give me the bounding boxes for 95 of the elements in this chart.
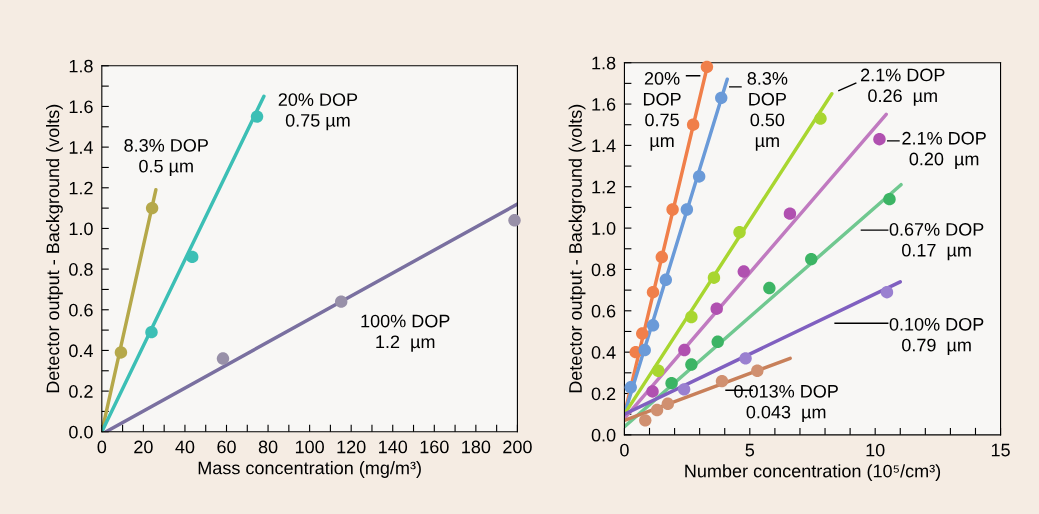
series-label: 8.3% DOP 0.50 µm: [747, 72, 788, 151]
point: [646, 385, 659, 398]
x-tick-label: 10: [866, 443, 885, 457]
point: [763, 281, 776, 295]
y-tick-label: 1.8: [592, 56, 616, 70]
y-tick-label: 1.4: [69, 141, 93, 154]
point: [186, 250, 199, 264]
point: [707, 271, 721, 284]
point: [678, 343, 691, 357]
series-label: 100% DOP 1.2 µm: [361, 314, 450, 352]
y-tick-label: 0.0: [591, 428, 616, 442]
x-tick-label: 100: [295, 440, 324, 454]
series-label: 0.67% DOP 0.17 µm: [889, 223, 984, 261]
point: [685, 358, 698, 371]
point: [646, 319, 660, 332]
y-tick-label: 0.2: [591, 387, 616, 401]
point: [880, 285, 894, 299]
point: [677, 383, 691, 396]
point: [700, 60, 714, 74]
point: [783, 207, 797, 220]
x-tick-label: 120: [337, 440, 366, 454]
x-tick-label: 140: [379, 440, 408, 454]
x-tick-label: 5: [745, 443, 755, 457]
point: [685, 310, 698, 324]
point: [636, 327, 649, 340]
y-tick-label: 0.2: [69, 385, 93, 398]
series-label: 0.013% DOP 0.043 µm: [734, 384, 838, 423]
series-label: 20% DOP 0.75 µm: [643, 72, 681, 151]
point: [624, 381, 637, 394]
y-tick-label: 1.6: [69, 100, 93, 114]
point: [335, 295, 348, 308]
point: [739, 352, 752, 365]
x-tick-label: 0: [620, 443, 629, 457]
point: [751, 364, 764, 377]
point: [508, 214, 521, 227]
y-tick-label: 1.4: [592, 139, 616, 152]
x-tick-label: 20: [134, 440, 153, 454]
point: [883, 192, 896, 206]
point: [715, 91, 728, 105]
point: [711, 335, 724, 349]
point: [638, 343, 651, 357]
point: [805, 252, 818, 266]
series-label: 2.1% DOP 0.20 µm: [902, 131, 986, 169]
y-tick-label: 1.2: [69, 181, 93, 195]
x-tick-label: 60: [217, 440, 236, 454]
point: [715, 374, 729, 388]
point: [661, 397, 675, 411]
point: [216, 352, 230, 365]
point: [680, 203, 694, 216]
point: [666, 203, 679, 216]
y-tick-label: 0.4: [591, 346, 616, 359]
point: [659, 273, 673, 286]
y-tick-label: 0.8: [591, 263, 616, 277]
point: [665, 376, 678, 390]
x-tick-label: 0: [97, 440, 107, 454]
point: [114, 346, 128, 359]
y-tick-label: 1.2: [592, 180, 616, 194]
point: [737, 265, 750, 278]
y-tick-label: 0.8: [69, 263, 93, 276]
x-axis-title: Number concentration (10⁵/cm³): [685, 464, 941, 481]
x-axis-title: Mass concentration (mg/m³): [198, 461, 421, 478]
point: [639, 414, 652, 427]
x-tick-label: 15: [991, 443, 1010, 457]
x-tick-label: 80: [258, 440, 278, 454]
point: [873, 132, 886, 146]
x-tick-label: 180: [462, 440, 491, 454]
series-label: 8.3% DOP 0.5 µm: [124, 138, 208, 177]
y-tick-label: 0.6: [69, 303, 93, 317]
point: [692, 170, 706, 183]
point: [650, 403, 664, 417]
point: [686, 118, 700, 131]
x-tick-label: 40: [175, 440, 195, 454]
point: [814, 112, 827, 125]
point: [733, 226, 746, 239]
point: [655, 250, 669, 264]
point: [710, 302, 723, 315]
x-tick-label: 200: [503, 440, 532, 454]
series-label: 20% DOP 0.75 µm: [278, 93, 358, 131]
y-tick-label: 0.4: [69, 344, 93, 358]
y-tick-label: 1.8: [69, 59, 93, 73]
point: [652, 364, 665, 377]
point: [250, 110, 264, 123]
y-tick-label: 1.6: [592, 97, 616, 111]
point: [145, 201, 159, 215]
y-axis-title: Detector output - Background (volts): [46, 104, 63, 393]
y-tick-label: 0.0: [69, 425, 93, 439]
y-tick-label: 1.0: [592, 222, 616, 235]
y-tick-label: 1.0: [69, 222, 93, 236]
series-label: 2.1% DOP 0.26 µm: [861, 68, 945, 106]
series-label: 0.10% DOP 0.79 µm: [889, 317, 984, 356]
point: [145, 325, 158, 339]
y-tick-label: 0.6: [591, 304, 616, 318]
y-axis-title: Detector output - Background (volts): [568, 104, 586, 393]
point: [646, 285, 660, 299]
x-tick-label: 160: [420, 440, 449, 454]
